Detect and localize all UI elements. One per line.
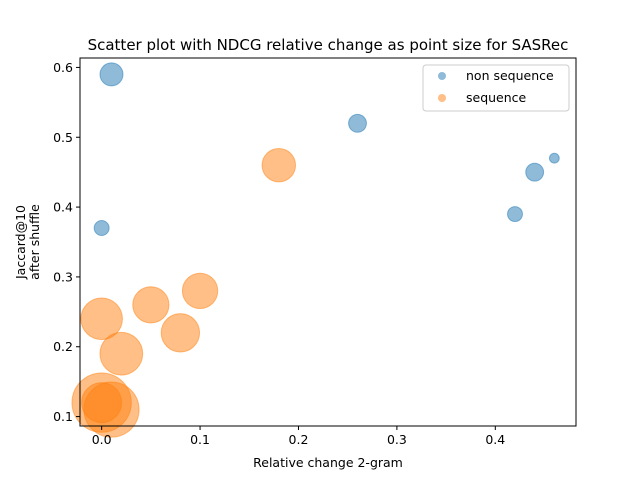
y-tick-label-0: 0.1 (53, 409, 73, 424)
point-non-sequence-5 (93, 220, 110, 237)
legend-label-non-sequence: non sequence (466, 68, 554, 83)
y-tick-label-2: 0.3 (53, 269, 73, 284)
point-non-sequence-1 (348, 113, 367, 133)
y-tick-label-3: 0.4 (53, 200, 73, 215)
x-axis: 0.0 0.1 0.2 0.3 0.4 (92, 426, 505, 447)
y-tick-label-1: 0.2 (53, 339, 73, 354)
y-axis-label-line2: after shuffle (27, 204, 42, 280)
points-layer (71, 62, 560, 438)
point-sequence-4 (160, 313, 201, 353)
y-tick-label-4: 0.5 (53, 130, 73, 145)
y-tick-label-5: 0.6 (53, 60, 73, 75)
x-tick-label-2: 0.2 (289, 432, 309, 447)
x-tick-label-3: 0.3 (387, 432, 407, 447)
y-axis-label-line1: Jaccard@10 (13, 205, 28, 280)
legend-label-sequence: sequence (466, 90, 527, 105)
point-non-sequence-0 (99, 62, 124, 87)
legend: non sequence sequence (422, 64, 570, 112)
x-axis-label: Relative change 2-gram (253, 455, 403, 470)
y-axis-label: Jaccard@10 after shuffle (13, 204, 42, 280)
point-non-sequence-2 (548, 152, 560, 164)
chart-title: Scatter plot with NDCG relative change a… (88, 36, 569, 54)
legend-marker-sequence (438, 94, 446, 102)
x-tick-label-4: 0.4 (485, 432, 505, 447)
point-sequence-5 (99, 331, 144, 376)
point-sequence-3 (80, 297, 123, 341)
point-sequence-2 (132, 286, 170, 324)
y-axis: 0.1 0.2 0.3 0.4 0.5 0.6 (53, 60, 80, 424)
point-sequence-1 (181, 272, 219, 310)
legend-frame (422, 64, 570, 112)
point-sequence-0 (261, 147, 297, 183)
x-tick-label-0: 0.0 (92, 432, 112, 447)
point-non-sequence-4 (506, 206, 523, 223)
legend-marker-non-sequence (438, 72, 446, 80)
x-tick-label-1: 0.1 (190, 432, 210, 447)
point-sequence-8 (81, 382, 123, 424)
plot-frame (79, 57, 577, 427)
point-non-sequence-3 (525, 162, 545, 182)
